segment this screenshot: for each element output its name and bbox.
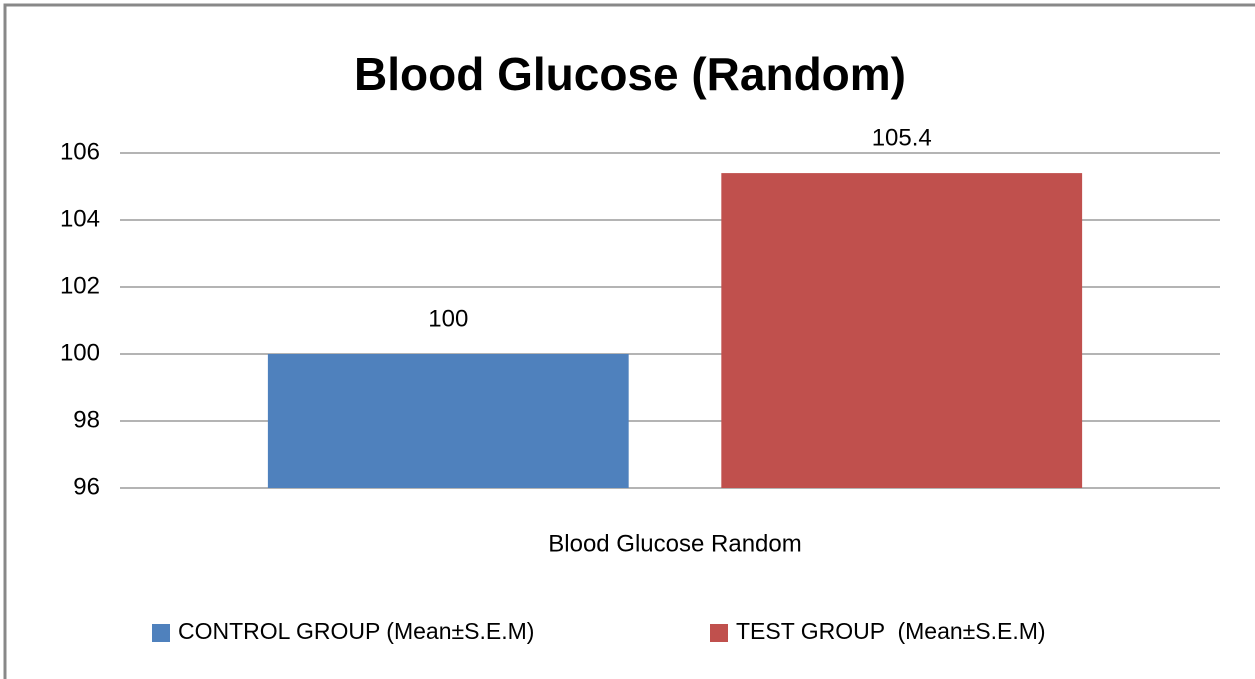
- y-tick-label: 98: [73, 406, 100, 433]
- x-tick-label: Blood Glucose Random: [548, 530, 801, 557]
- bar: [721, 173, 1083, 488]
- y-tick-label: 96: [73, 473, 100, 500]
- legend-label: TEST GROUP (Mean±S.E.M): [736, 618, 1046, 644]
- y-tick-label: 102: [60, 272, 100, 299]
- chart-title: Blood Glucose (Random): [354, 48, 906, 100]
- legend-swatch: [710, 624, 728, 642]
- data-label: 100: [428, 305, 468, 332]
- data-label: 105.4: [872, 124, 932, 151]
- y-tick-label: 100: [60, 339, 100, 366]
- legend-label: CONTROL GROUP (Mean±S.E.M): [178, 618, 534, 644]
- y-tick-label: 104: [60, 205, 100, 232]
- bar: [267, 354, 629, 488]
- y-tick-label: 106: [60, 138, 100, 165]
- legend-swatch: [152, 624, 170, 642]
